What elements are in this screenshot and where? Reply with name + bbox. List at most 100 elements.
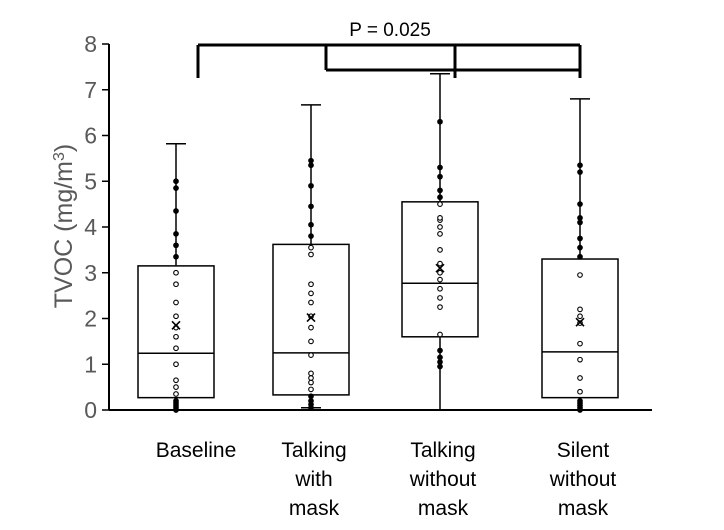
- y-axis: 0 1 2 3 4 5 6 7 8: [84, 31, 652, 423]
- data-point: [308, 162, 314, 169]
- data-point: [173, 299, 179, 306]
- data-point: [437, 359, 443, 365]
- mean-marker: [171, 320, 181, 330]
- mean-marker: [306, 313, 316, 323]
- box-series: [137, 72, 619, 413]
- data-point: [577, 201, 583, 207]
- y-tick-label: 6: [84, 123, 97, 149]
- y-tick-label: 2: [84, 306, 97, 332]
- data-point: [173, 313, 179, 320]
- box-group: [137, 142, 215, 413]
- data-point: [308, 182, 314, 189]
- data-point: [437, 247, 443, 253]
- y-tick-label: 0: [84, 397, 97, 423]
- y-axis-title-superscript: 3: [51, 152, 68, 161]
- data-point: [437, 331, 443, 338]
- data-point: [173, 384, 179, 390]
- data-point: [577, 244, 583, 251]
- x-category-label-line: mask: [558, 497, 609, 520]
- x-category-label: Talking without mask: [409, 439, 477, 520]
- x-category-label-line: without: [409, 468, 477, 491]
- data-point: [173, 398, 179, 404]
- data-point: [437, 231, 443, 237]
- x-category-label: Talking with mask: [281, 439, 346, 520]
- x-category-label-line: Talking: [410, 439, 475, 462]
- x-category-label-line: with: [294, 468, 332, 491]
- mean-marker-stroke: [306, 313, 316, 323]
- mean-marker: [435, 263, 445, 273]
- data-point: [308, 338, 314, 345]
- data-point: [437, 224, 443, 230]
- data-point: [308, 290, 314, 297]
- y-axis-title-text: TVOC (mg/m: [50, 161, 78, 308]
- data-point: [577, 169, 583, 175]
- data-point: [437, 347, 443, 354]
- data-point: [437, 269, 443, 276]
- data-point: [437, 276, 443, 283]
- data-point: [437, 363, 443, 370]
- data-point: [173, 178, 179, 185]
- data-point: [437, 194, 443, 201]
- x-axis-labels: Baseline Talking with mask Talking without mas…: [156, 439, 617, 520]
- data-point: [577, 388, 583, 395]
- y-tick-label: 1: [84, 351, 97, 377]
- data-point: [173, 333, 179, 340]
- data-point: [577, 306, 583, 313]
- data-point: [308, 324, 314, 331]
- data-point: [577, 375, 583, 381]
- data-point: [437, 187, 443, 194]
- x-category-label-line: Baseline: [156, 439, 237, 462]
- data-point: [308, 398, 314, 404]
- data-point: [173, 377, 179, 384]
- data-point: [173, 345, 179, 352]
- data-point: [308, 386, 314, 393]
- data-point: [308, 203, 314, 210]
- mean-marker-stroke: [575, 317, 585, 327]
- data-point: [173, 281, 179, 288]
- y-tick-label: 4: [84, 214, 97, 240]
- y-tick-label: 7: [84, 77, 97, 103]
- x-category-label-line: Talking: [281, 439, 346, 462]
- data-point: [577, 235, 583, 242]
- data-point: [437, 118, 443, 125]
- data-point: [308, 244, 314, 251]
- data-point: [308, 370, 314, 377]
- y-tick-label: 8: [84, 31, 97, 57]
- data-point: [437, 173, 443, 180]
- data-point: [437, 164, 443, 171]
- data-point: [577, 215, 583, 221]
- data-point: [308, 299, 314, 306]
- x-category-label-line: without: [549, 468, 617, 491]
- data-point: [437, 354, 443, 361]
- data-point: [173, 361, 179, 368]
- data-point: [173, 231, 179, 237]
- data-point: [437, 201, 443, 207]
- data-point: [577, 253, 583, 260]
- data-point: [437, 285, 443, 292]
- x-category-label-line: Silent: [557, 439, 610, 462]
- data-point: [173, 208, 179, 214]
- data-point: [577, 356, 583, 363]
- data-point: [308, 281, 314, 288]
- y-tick-label: 3: [84, 260, 97, 286]
- data-point: [308, 352, 314, 358]
- y-axis-title: TVOC (mg/m3): [50, 144, 78, 308]
- x-category-label-line: mask: [289, 497, 340, 520]
- x-category-label: Silent without mask: [549, 439, 617, 520]
- data-point: [577, 162, 583, 169]
- y-tick-label: 5: [84, 168, 97, 194]
- data-point: [308, 251, 314, 258]
- mean-marker-stroke: [171, 320, 181, 330]
- data-point: [173, 391, 179, 397]
- data-point: [437, 215, 443, 221]
- significance-bracket: P = 0.025: [196, 20, 582, 78]
- iqr-box: [272, 243, 350, 396]
- data-point: [173, 242, 179, 249]
- mean-marker: [575, 317, 585, 327]
- data-point: [308, 157, 314, 164]
- data-point: [173, 269, 179, 276]
- iqr-box: [137, 265, 215, 399]
- data-point: [437, 260, 443, 267]
- x-category-label: Baseline: [156, 439, 237, 462]
